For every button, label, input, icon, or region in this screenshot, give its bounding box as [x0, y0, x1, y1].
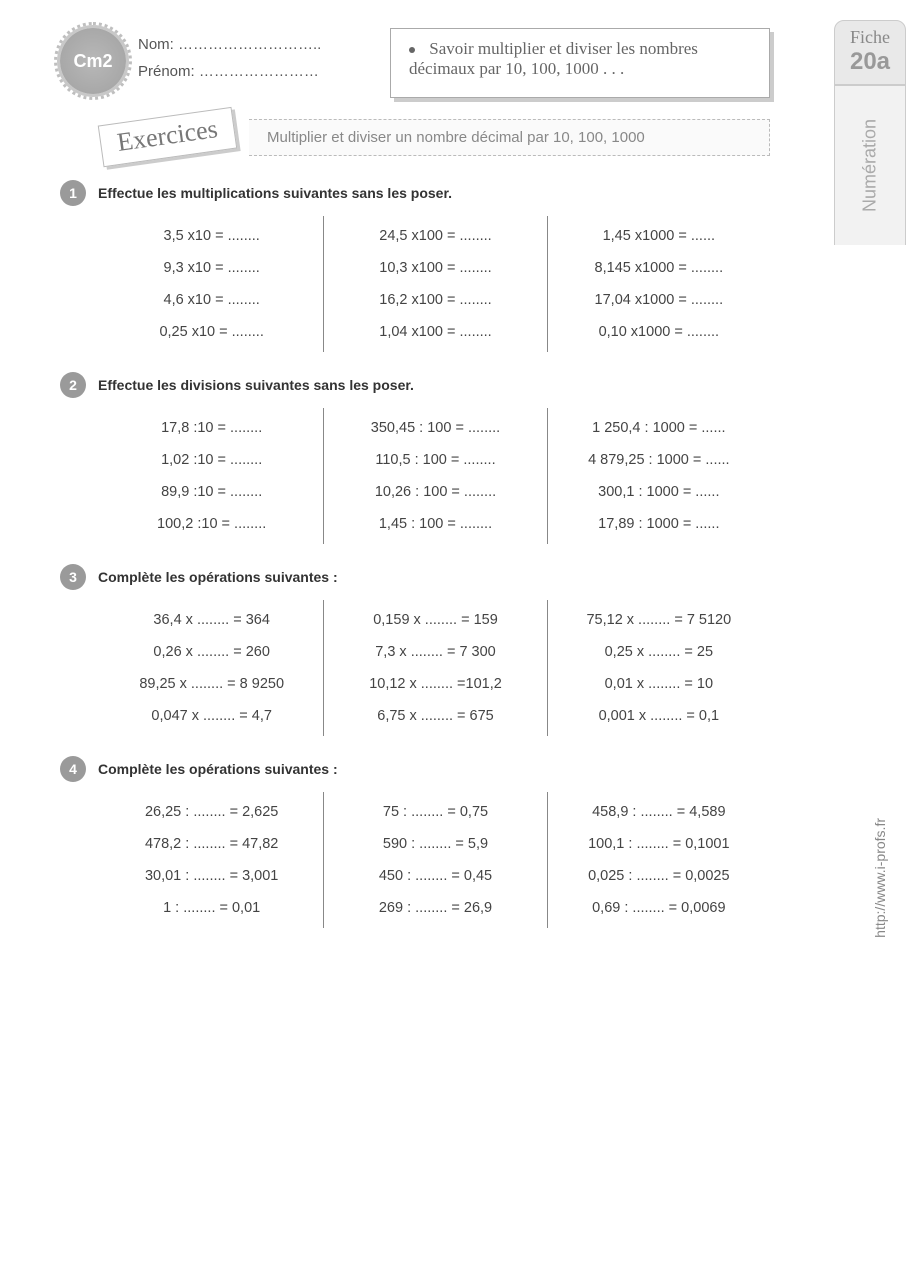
exercise-cell[interactable]: 16,2 x100 = ........ [338, 284, 532, 316]
goal-box: Savoir multiplier et diviser les nombres… [390, 28, 770, 98]
exercise-cell[interactable]: 24,5 x100 = ........ [338, 220, 532, 252]
exercise-cell[interactable]: 110,5 : 100 = ........ [338, 444, 532, 476]
exercise-number-badge: 3 [60, 564, 86, 590]
exercise-column: 1 250,4 : 1000 = ......4 879,25 : 1000 =… [547, 408, 770, 544]
exercise-cell[interactable]: 17,04 x1000 = ........ [562, 284, 756, 316]
exercise-cell[interactable]: 458,9 : ........ = 4,589 [562, 796, 756, 828]
exercise-instruction: Complète les opérations suivantes : [98, 569, 338, 585]
exercise-cell[interactable]: 17,8 :10 = ........ [114, 412, 309, 444]
exercise-cell[interactable]: 1,45 : 100 = ........ [338, 508, 532, 540]
bullet-icon [409, 47, 415, 53]
exercise-number-badge: 1 [60, 180, 86, 206]
exercise-instruction: Effectue les multiplications suivantes s… [98, 185, 452, 201]
name-fields: Nom: ……………………….. Prénom: …………………… [138, 28, 321, 90]
exercise-cell[interactable]: 6,75 x ........ = 675 [338, 700, 532, 732]
exercise-cell[interactable]: 3,5 x10 = ........ [114, 220, 309, 252]
exercise-cell[interactable]: 36,4 x ........ = 364 [114, 604, 309, 636]
exercise-cell[interactable]: 10,12 x ........ =101,2 [338, 668, 532, 700]
exercise-cell[interactable]: 89,9 :10 = ........ [114, 476, 309, 508]
category-vertical-label: Numération [834, 85, 906, 245]
exercise-grid: 3,5 x10 = ........9,3 x10 = ........4,6 … [100, 216, 770, 352]
exercise-cell[interactable]: 350,45 : 100 = ........ [338, 412, 532, 444]
exercise-header: 4 Complète les opérations suivantes : [60, 756, 770, 782]
exercise-grid: 36,4 x ........ = 3640,26 x ........ = 2… [100, 600, 770, 736]
exercise-column: 0,159 x ........ = 1597,3 x ........ = 7… [323, 600, 546, 736]
exercise-cell[interactable]: 0,047 x ........ = 4,7 [114, 700, 309, 732]
exercise-column: 26,25 : ........ = 2,625478,2 : ........… [100, 792, 323, 928]
firstname-field[interactable]: Prénom: …………………… [138, 63, 321, 80]
exercise-cell[interactable]: 0,10 x1000 = ........ [562, 316, 756, 348]
side-tab: Fiche 20a Numération [834, 20, 906, 245]
exercise-cell[interactable]: 590 : ........ = 5,9 [338, 828, 532, 860]
exercise-cell[interactable]: 9,3 x10 = ........ [114, 252, 309, 284]
exercise-header: 3 Complète les opérations suivantes : [60, 564, 770, 590]
exercise-cell[interactable]: 0,69 : ........ = 0,0069 [562, 892, 756, 924]
exercise-cell[interactable]: 1 : ........ = 0,01 [114, 892, 309, 924]
exercise-column: 17,8 :10 = ........1,02 :10 = ........89… [100, 408, 323, 544]
exercise-cell[interactable]: 0,025 : ........ = 0,0025 [562, 860, 756, 892]
exercise-cell[interactable]: 100,2 :10 = ........ [114, 508, 309, 540]
exercise-cell[interactable]: 4 879,25 : 1000 = ...... [562, 444, 756, 476]
source-url: http://www.i-profs.fr [872, 818, 888, 938]
exercices-script: Exercices [98, 107, 238, 167]
exercise-column: 24,5 x100 = ........10,3 x100 = ........… [323, 216, 546, 352]
exercise-number-badge: 2 [60, 372, 86, 398]
fiche-number: 20a [835, 48, 905, 76]
exercise-instruction: Effectue les divisions suivantes sans le… [98, 377, 414, 393]
exercise-cell[interactable]: 1 250,4 : 1000 = ...... [562, 412, 756, 444]
exercise-cell[interactable]: 30,01 : ........ = 3,001 [114, 860, 309, 892]
exercise-column: 3,5 x10 = ........9,3 x10 = ........4,6 … [100, 216, 323, 352]
exercices-title: Multiplier et diviser un nombre décimal … [249, 119, 770, 156]
exercise-cell[interactable]: 0,001 x ........ = 0,1 [562, 700, 756, 732]
fiche-label: Fiche [835, 27, 905, 48]
exercise-cell[interactable]: 4,6 x10 = ........ [114, 284, 309, 316]
exercise-cell[interactable]: 26,25 : ........ = 2,625 [114, 796, 309, 828]
exercise-cell[interactable]: 7,3 x ........ = 7 300 [338, 636, 532, 668]
exercise-cell[interactable]: 1,02 :10 = ........ [114, 444, 309, 476]
level-badge: Cm2 [60, 28, 126, 94]
exercise-cell[interactable]: 0,159 x ........ = 159 [338, 604, 532, 636]
exercise-cell[interactable]: 0,25 x10 = ........ [114, 316, 309, 348]
exercise-cell[interactable]: 17,89 : 1000 = ...... [562, 508, 756, 540]
exercise-column: 458,9 : ........ = 4,589100,1 : ........… [547, 792, 770, 928]
exercise-grid: 17,8 :10 = ........1,02 :10 = ........89… [100, 408, 770, 544]
exercise-cell[interactable]: 0,25 x ........ = 25 [562, 636, 756, 668]
exercise-column: 36,4 x ........ = 3640,26 x ........ = 2… [100, 600, 323, 736]
fiche-badge: Fiche 20a [834, 20, 906, 85]
exercices-banner: Exercices Multiplier et diviser un nombr… [100, 116, 770, 158]
exercise-cell[interactable]: 89,25 x ........ = 8 9250 [114, 668, 309, 700]
exercise-column: 75,12 x ........ = 7 51200,25 x ........… [547, 600, 770, 736]
exercise-cell[interactable]: 75,12 x ........ = 7 5120 [562, 604, 756, 636]
exercise-cell[interactable]: 8,145 x1000 = ........ [562, 252, 756, 284]
worksheet-page: Cm2 Nom: ……………………….. Prénom: …………………… Sa… [0, 0, 820, 978]
exercise-column: 1,45 x1000 = ......8,145 x1000 = .......… [547, 216, 770, 352]
exercise-header: 1 Effectue les multiplications suivantes … [60, 180, 770, 206]
exercise-cell[interactable]: 100,1 : ........ = 0,1001 [562, 828, 756, 860]
exercise-cell[interactable]: 10,3 x100 = ........ [338, 252, 532, 284]
exercise-header: 2 Effectue les divisions suivantes sans l… [60, 372, 770, 398]
exercise-number-badge: 4 [60, 756, 86, 782]
exercise-cell[interactable]: 0,01 x ........ = 10 [562, 668, 756, 700]
exercise-cell[interactable]: 10,26 : 100 = ........ [338, 476, 532, 508]
exercise-grid: 26,25 : ........ = 2,625478,2 : ........… [100, 792, 770, 928]
exercise-cell[interactable]: 269 : ........ = 26,9 [338, 892, 532, 924]
exercise-cell[interactable]: 450 : ........ = 0,45 [338, 860, 532, 892]
exercise-cell[interactable]: 478,2 : ........ = 47,82 [114, 828, 309, 860]
name-field[interactable]: Nom: ……………………….. [138, 36, 321, 53]
exercise-cell[interactable]: 1,45 x1000 = ...... [562, 220, 756, 252]
exercise-cell[interactable]: 300,1 : 1000 = ...... [562, 476, 756, 508]
exercise-column: 350,45 : 100 = ........110,5 : 100 = ...… [323, 408, 546, 544]
header-row: Cm2 Nom: ……………………….. Prénom: …………………… Sa… [60, 28, 770, 98]
exercise-instruction: Complète les opérations suivantes : [98, 761, 338, 777]
exercise-column: 75 : ........ = 0,75590 : ........ = 5,9… [323, 792, 546, 928]
exercise-cell[interactable]: 1,04 x100 = ........ [338, 316, 532, 348]
exercise-cell[interactable]: 75 : ........ = 0,75 [338, 796, 532, 828]
goal-text: Savoir multiplier et diviser les nombres… [409, 39, 698, 78]
exercise-cell[interactable]: 0,26 x ........ = 260 [114, 636, 309, 668]
